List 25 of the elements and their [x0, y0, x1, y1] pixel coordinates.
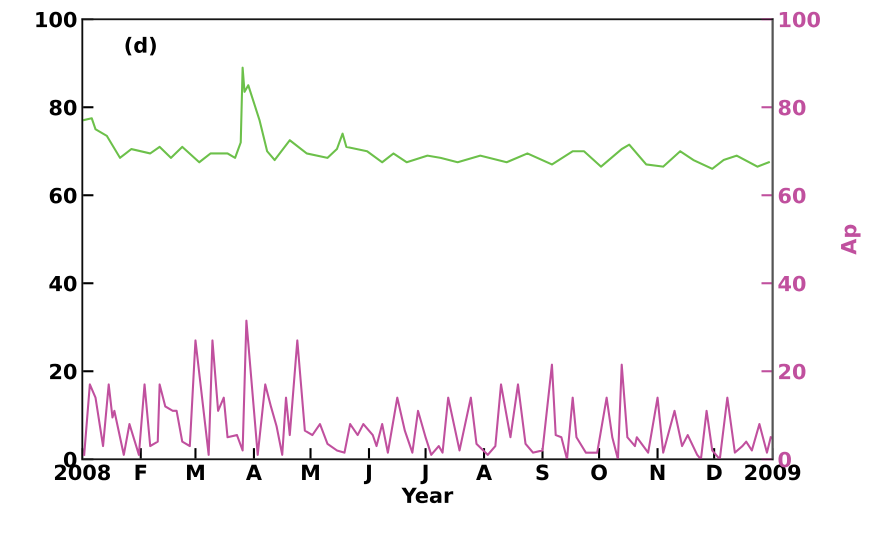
x-tick-label: F	[136, 464, 146, 480]
x-tick-label: N	[650, 464, 664, 480]
x-tick-label: M	[302, 464, 319, 480]
annotation: (d)	[126, 36, 156, 56]
x-tick-label: J	[364, 464, 371, 484]
x-axis-title: Year	[401, 488, 454, 504]
y2-tick-label: 80	[778, 100, 806, 116]
y-tick-label: 80	[50, 100, 76, 116]
line-series	[82, 66, 770, 170]
x-tick-label: O	[591, 464, 607, 480]
y2-tick-label: 20	[779, 364, 806, 380]
y2-axis-title: Ap	[841, 224, 861, 255]
y2-tick-label: 60	[778, 188, 806, 204]
y2-tick-label: 40	[778, 276, 806, 292]
x-tick-label: A	[476, 464, 492, 480]
x-tick-label: S	[536, 464, 548, 480]
x-tick-label: M	[187, 464, 204, 480]
y-tick-label: 100	[36, 12, 76, 28]
x-tick-label: D	[707, 464, 722, 480]
x-tick-label: A	[246, 464, 262, 480]
y2-tick-label: 100	[780, 12, 820, 28]
y-tick-label: 40	[49, 276, 76, 292]
y-tick-label: 20	[50, 364, 76, 380]
y-tick-label: 60	[50, 188, 76, 204]
x-tick-label: J	[420, 464, 428, 484]
